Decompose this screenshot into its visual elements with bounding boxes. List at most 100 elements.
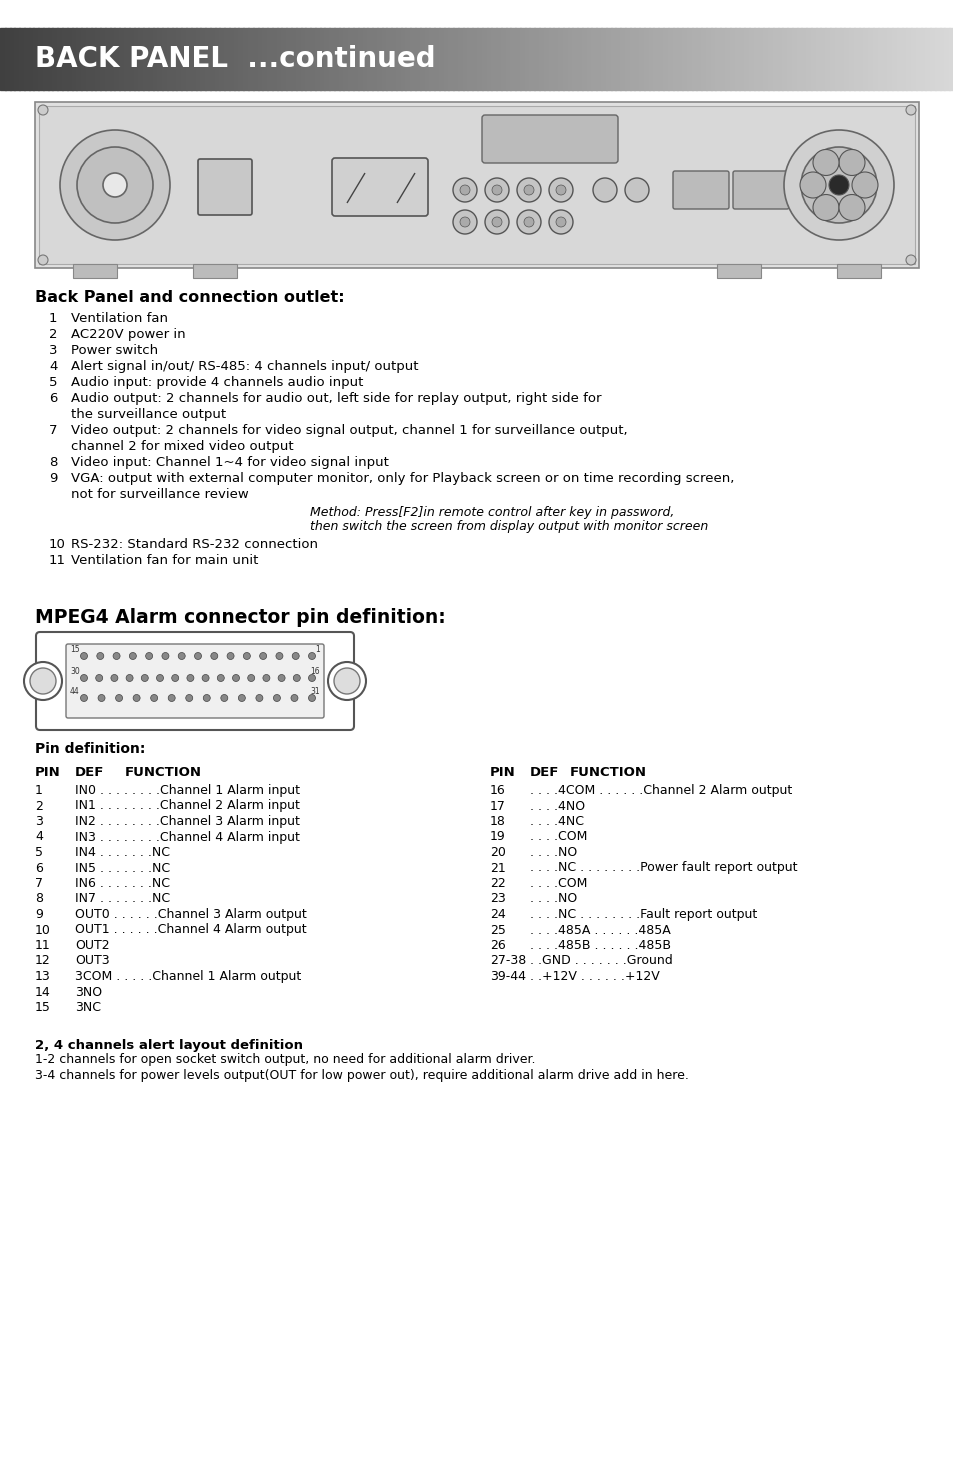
Bar — [300, 28, 306, 90]
Circle shape — [98, 695, 105, 702]
Bar — [424, 28, 430, 90]
Text: 7: 7 — [49, 423, 57, 437]
Circle shape — [227, 652, 233, 659]
Bar — [257, 28, 263, 90]
Text: 11: 11 — [35, 940, 51, 951]
Text: 44: 44 — [70, 687, 80, 696]
Bar — [386, 28, 392, 90]
Text: IN0 . . . . . . . .Channel 1 Alarm input: IN0 . . . . . . . .Channel 1 Alarm input — [75, 785, 299, 796]
Bar — [233, 28, 239, 90]
Bar — [839, 28, 844, 90]
Circle shape — [291, 695, 297, 702]
Bar — [534, 28, 539, 90]
Bar — [829, 28, 835, 90]
Circle shape — [800, 173, 825, 198]
Bar — [767, 28, 773, 90]
Bar — [238, 28, 244, 90]
Bar — [553, 28, 558, 90]
Bar — [877, 28, 882, 90]
Text: MPEG4 Alarm connector pin definition:: MPEG4 Alarm connector pin definition: — [35, 608, 445, 627]
Bar — [276, 28, 282, 90]
Text: . . . .NO: . . . .NO — [530, 847, 577, 858]
Circle shape — [38, 105, 48, 115]
Text: Pin definition:: Pin definition: — [35, 742, 145, 757]
Circle shape — [96, 652, 104, 659]
Bar — [519, 28, 525, 90]
Bar — [10, 28, 15, 90]
Bar — [73, 264, 117, 277]
Circle shape — [334, 668, 359, 695]
Text: 25: 25 — [490, 923, 505, 937]
Text: RS-232: Standard RS-232 connection: RS-232: Standard RS-232 connection — [71, 538, 317, 552]
Circle shape — [80, 674, 88, 681]
Bar — [438, 28, 444, 90]
Bar — [677, 28, 682, 90]
Bar — [205, 28, 211, 90]
Bar — [319, 28, 325, 90]
Bar — [567, 28, 573, 90]
Bar — [658, 28, 663, 90]
Bar — [381, 28, 387, 90]
Text: 2, 4 channels alert layout definition: 2, 4 channels alert layout definition — [35, 1038, 303, 1052]
Bar — [720, 28, 725, 90]
Bar — [76, 28, 82, 90]
Circle shape — [828, 176, 848, 195]
Text: IN2 . . . . . . . .Channel 3 Alarm input: IN2 . . . . . . . .Channel 3 Alarm input — [75, 816, 299, 827]
Bar — [33, 28, 39, 90]
Bar — [481, 28, 487, 90]
Text: 1: 1 — [35, 785, 43, 796]
Text: . . . .4NC: . . . .4NC — [530, 816, 583, 827]
Circle shape — [60, 130, 170, 240]
Bar — [596, 28, 601, 90]
Text: 9: 9 — [49, 472, 57, 485]
Circle shape — [217, 674, 224, 681]
Bar — [496, 28, 501, 90]
Circle shape — [115, 695, 122, 702]
Text: IN1 . . . . . . . .Channel 2 Alarm input: IN1 . . . . . . . .Channel 2 Alarm input — [75, 799, 299, 813]
Text: 5: 5 — [49, 376, 57, 389]
Bar — [0, 28, 6, 90]
Bar — [777, 28, 782, 90]
Bar — [138, 28, 144, 90]
Bar — [29, 28, 34, 90]
Bar — [52, 28, 58, 90]
Text: 39-44: 39-44 — [490, 971, 525, 982]
Bar — [362, 28, 368, 90]
Text: 12: 12 — [35, 954, 51, 968]
Bar — [943, 28, 949, 90]
Bar — [91, 28, 96, 90]
Text: 26: 26 — [490, 940, 505, 951]
Text: . . . .NC . . . . . . . .Power fault report output: . . . .NC . . . . . . . .Power fault rep… — [530, 861, 797, 875]
Bar — [891, 28, 897, 90]
Bar — [453, 28, 458, 90]
Text: . . . .NC . . . . . . . .Fault report output: . . . .NC . . . . . . . .Fault report ou… — [530, 909, 757, 920]
Bar — [43, 28, 49, 90]
Text: 15: 15 — [70, 645, 79, 653]
Bar — [662, 28, 668, 90]
FancyBboxPatch shape — [39, 106, 914, 264]
Bar — [48, 28, 53, 90]
Bar — [176, 28, 182, 90]
Circle shape — [484, 209, 509, 235]
Text: 3-4 channels for power levels output(OUT for low power out), require additional : 3-4 channels for power levels output(OUT… — [35, 1069, 688, 1083]
Bar — [734, 28, 740, 90]
Circle shape — [162, 652, 169, 659]
Text: 8: 8 — [35, 892, 43, 906]
Bar — [639, 28, 644, 90]
Text: . . . .485B . . . . . .485B: . . . .485B . . . . . .485B — [530, 940, 670, 951]
Bar — [924, 28, 930, 90]
Bar — [591, 28, 597, 90]
Bar — [400, 28, 406, 90]
Text: 13: 13 — [35, 971, 51, 982]
Bar — [743, 28, 749, 90]
Bar — [114, 28, 120, 90]
Bar — [253, 28, 258, 90]
Bar — [948, 28, 953, 90]
Text: . . . .NO: . . . .NO — [530, 892, 577, 906]
Bar — [610, 28, 616, 90]
Text: Video output: 2 channels for video signal output, channel 1 for surveillance out: Video output: 2 channels for video signa… — [71, 423, 627, 437]
Bar — [119, 28, 125, 90]
Bar — [343, 28, 349, 90]
Circle shape — [492, 217, 501, 227]
Bar — [858, 28, 863, 90]
